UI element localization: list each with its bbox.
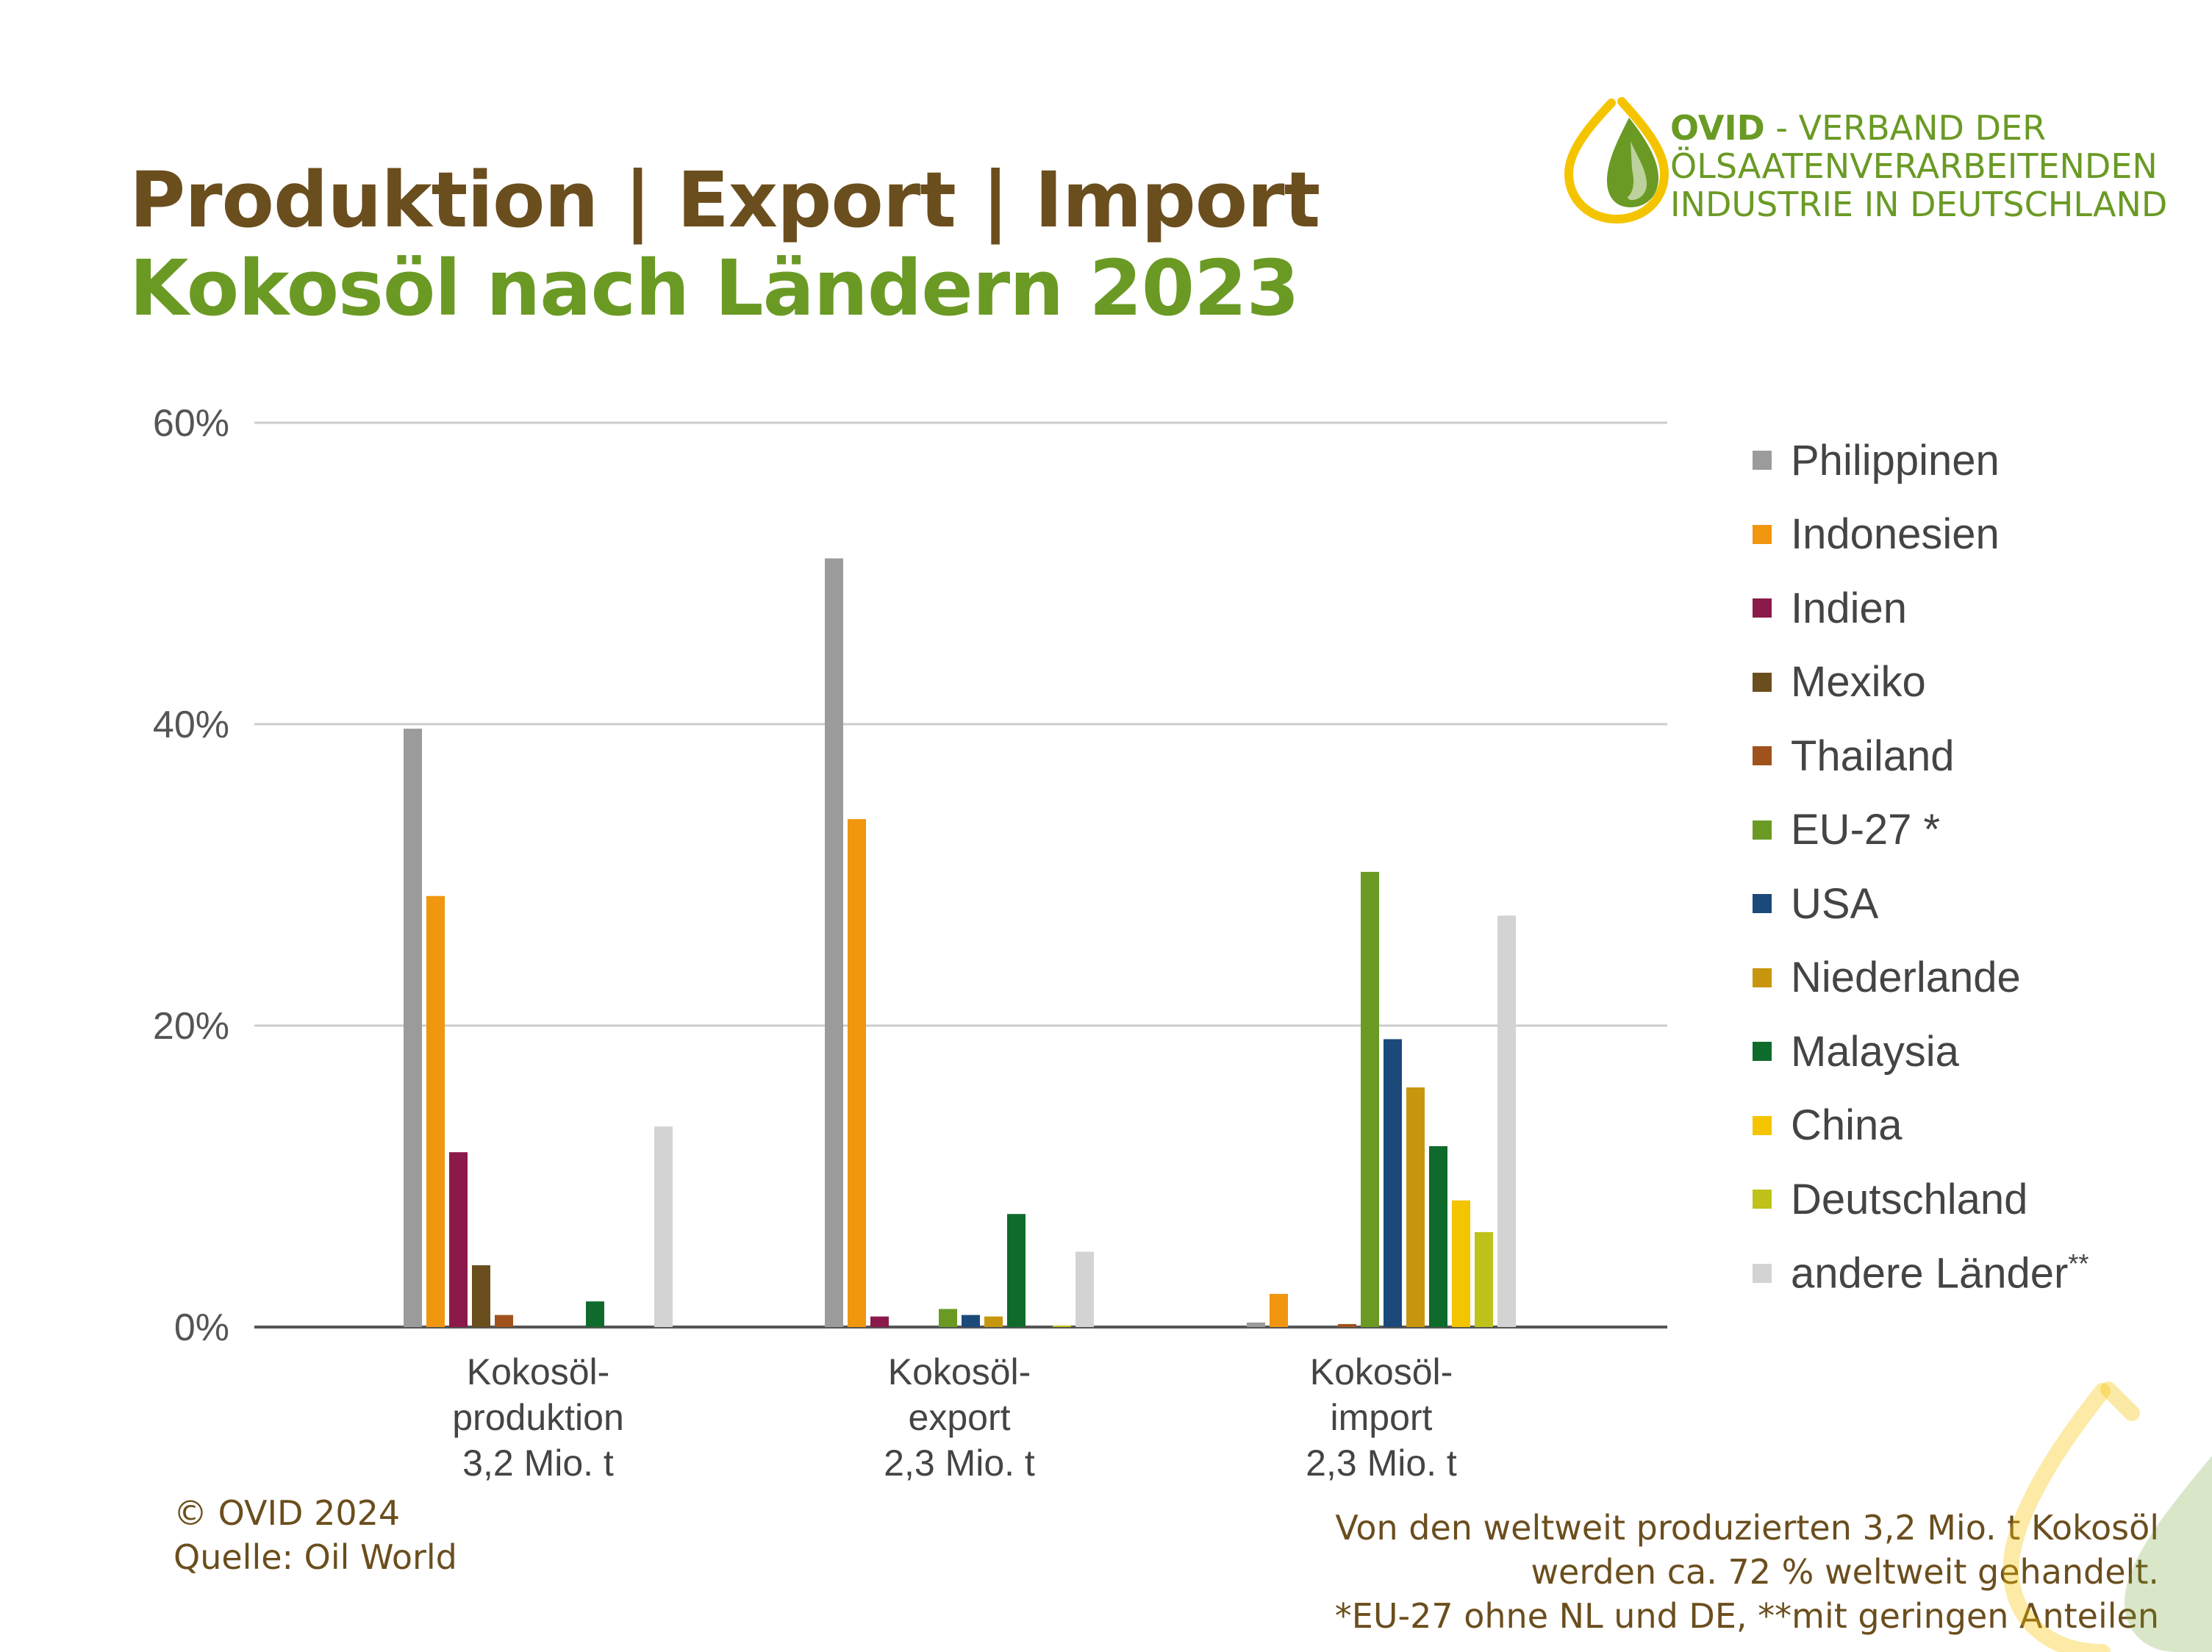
- bar-11-group-2: [1053, 1325, 1071, 1327]
- legend-item: Niederlande: [1753, 941, 2088, 1015]
- legend-label: Deutschland: [1791, 1175, 2028, 1223]
- footer-note-line2: werden ca. 72 % weltweit gehandelt.: [1531, 1552, 2159, 1592]
- legend-swatch: [1753, 1263, 1772, 1283]
- legend-swatch: [1753, 1115, 1772, 1135]
- bar-5-group-1: [495, 1315, 513, 1327]
- legend-label: Mexiko: [1791, 658, 1926, 707]
- legend-swatch: [1753, 746, 1772, 766]
- footer-note: Von den weltweit produzierten 3,2 Mio. t…: [1335, 1506, 2159, 1638]
- chart-title: Produktion | Export | Import: [129, 155, 1320, 245]
- legend-item: USA: [1753, 867, 2088, 941]
- bar-3-group-1: [449, 1152, 468, 1327]
- y-tick-label: 0%: [174, 1306, 229, 1349]
- organization-name-line2: ÖLSAATENVERARBEITENDEN: [1670, 146, 2158, 186]
- x-category-label: 2,3 Mio. t: [1306, 1442, 1457, 1484]
- bar-6-group-2: [939, 1309, 957, 1327]
- legend-item: Mexiko: [1753, 646, 2088, 720]
- bar-1-group-2: [825, 558, 843, 1327]
- legend-item: China: [1753, 1089, 2088, 1163]
- y-tick-label: 40%: [153, 704, 229, 746]
- legend-swatch: [1753, 968, 1772, 987]
- bar-4-group-1: [472, 1265, 490, 1327]
- legend-item: Thailand: [1753, 719, 2088, 793]
- legend-label: Malaysia: [1791, 1027, 1959, 1076]
- legend-label: China: [1791, 1101, 1903, 1150]
- legend-swatch: [1753, 820, 1772, 840]
- x-category-label: 3,2 Mio. t: [462, 1442, 614, 1484]
- legend-label: Indonesien: [1791, 510, 2000, 559]
- bar-9-group-3: [1429, 1146, 1447, 1327]
- organization-name-line1: - VERBAND DER: [1764, 108, 2047, 148]
- footer-note-line3: *EU-27 ohne NL und DE, **mit geringen An…: [1334, 1596, 2159, 1636]
- copyright-text: © OVID 2024: [173, 1493, 401, 1533]
- x-category-label: export: [909, 1397, 1011, 1438]
- bar-1-group-1: [404, 729, 422, 1327]
- bar-12-group-2: [1075, 1251, 1094, 1327]
- bar-5-group-3: [1338, 1323, 1356, 1327]
- bar-12-group-1: [654, 1126, 673, 1327]
- legend-item: Indonesien: [1753, 498, 2088, 572]
- footer-credits: © OVID 2024 Quelle: Oil World: [173, 1491, 457, 1579]
- legend-swatch: [1753, 524, 1772, 544]
- bar-2-group-2: [848, 819, 866, 1327]
- legend-item: Malaysia: [1753, 1015, 2088, 1089]
- chart-subtitle: Kokosöl nach Ländern 2023: [129, 243, 1300, 333]
- x-category-label: Kokosöl-: [1310, 1351, 1453, 1392]
- bar-10-group-3: [1452, 1200, 1470, 1327]
- bar-8-group-3: [1406, 1087, 1425, 1327]
- legend-label: Philippinen: [1791, 436, 2000, 484]
- x-category-label: 2,3 Mio. t: [884, 1442, 1035, 1484]
- source-text: Quelle: Oil World: [173, 1537, 457, 1577]
- legend-item: andere Länder**: [1753, 1237, 2088, 1311]
- organization-abbr: OVID: [1670, 108, 1765, 148]
- legend-swatch: [1753, 1190, 1772, 1209]
- x-category-label: produktion: [452, 1397, 624, 1438]
- legend-label: andere Länder**: [1791, 1248, 2089, 1298]
- legend-swatch: [1753, 672, 1772, 692]
- legend-label: USA: [1791, 879, 1879, 928]
- bar-2-group-3: [1270, 1293, 1288, 1327]
- x-category-label: Kokosöl-: [467, 1351, 610, 1392]
- bar-12-group-3: [1497, 915, 1516, 1327]
- bar-9-group-1: [586, 1301, 604, 1327]
- bar-9-group-2: [1007, 1214, 1026, 1327]
- legend-label: Thailand: [1791, 732, 1955, 780]
- legend-item: EU-27 *: [1753, 793, 2088, 868]
- organization-name: OVID - VERBAND DER ÖLSAATENVERARBEITENDE…: [1670, 109, 2167, 224]
- legend-item: Deutschland: [1753, 1162, 2088, 1237]
- y-tick-label: 60%: [153, 402, 229, 445]
- legend-item: Philippinen: [1753, 423, 2088, 498]
- bar-11-group-3: [1475, 1231, 1493, 1327]
- bar-3-group-2: [870, 1316, 889, 1327]
- organization-name-line3: INDUSTRIE IN DEUTSCHLAND: [1670, 185, 2168, 224]
- bar-2-group-1: [426, 895, 445, 1327]
- chart-legend: Philippinen Indonesien Indien Mexiko Thailan…: [1753, 423, 2088, 1310]
- legend-swatch: [1753, 1042, 1772, 1062]
- legend-label: EU-27 *: [1791, 806, 1941, 854]
- bar-7-group-2: [962, 1315, 980, 1327]
- legend-item: Indien: [1753, 571, 2088, 646]
- legend-swatch: [1753, 894, 1772, 914]
- y-tick-label: 20%: [153, 1005, 229, 1048]
- x-category-label: Kokosöl-: [888, 1351, 1031, 1392]
- bar-6-group-3: [1361, 871, 1379, 1327]
- ovid-drop-logo-icon: [1564, 97, 1669, 224]
- x-category-label: import: [1331, 1397, 1433, 1438]
- legend-label-suffix: **: [2068, 1248, 2089, 1279]
- legend-swatch: [1753, 598, 1772, 618]
- bar-1-group-3: [1247, 1322, 1265, 1327]
- footer-note-line1: Von den weltweit produzierten 3,2 Mio. t…: [1335, 1508, 2159, 1548]
- decorative-drop-icon: [2002, 1381, 2212, 1652]
- legend-swatch: [1753, 451, 1772, 471]
- bar-7-group-3: [1384, 1039, 1402, 1327]
- legend-label: Niederlande: [1791, 954, 2021, 1002]
- bar-8-group-2: [984, 1316, 1003, 1327]
- legend-label: Indien: [1791, 584, 1908, 632]
